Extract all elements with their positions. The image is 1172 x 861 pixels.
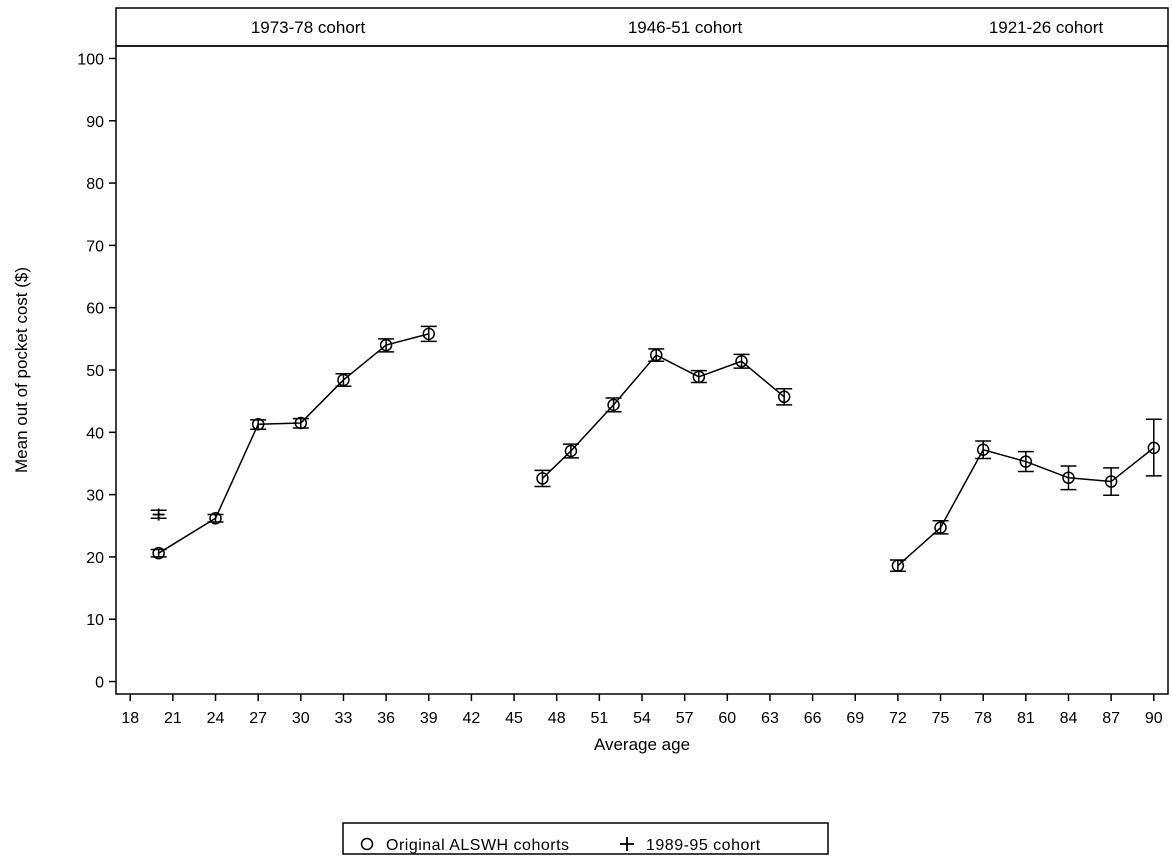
panel-label-2: 1946-51 cohort bbox=[628, 18, 743, 37]
x-tick-label: 72 bbox=[889, 710, 907, 727]
x-tick-label: 78 bbox=[974, 710, 992, 727]
panel-strip bbox=[115, 7, 1169, 47]
data-point-circle bbox=[1104, 475, 1118, 488]
error-bar bbox=[733, 353, 750, 369]
data-point-circle bbox=[777, 390, 791, 404]
legend-label-1989-95: 1989-95 cohort bbox=[646, 837, 761, 854]
data-point-circle bbox=[976, 443, 990, 457]
error-bar bbox=[1017, 450, 1034, 473]
x-axis: 18 21 24 27 30 33 36 39 42 45 48 51 54 57 60 63 66 69 72 75… bbox=[121, 694, 1163, 727]
series-line bbox=[541, 354, 785, 479]
x-tick-label: 57 bbox=[676, 710, 694, 727]
data-point-circle bbox=[1062, 471, 1075, 485]
x-tick-label: 54 bbox=[633, 710, 651, 727]
data-point-circle bbox=[152, 546, 165, 560]
x-tick-label: 27 bbox=[249, 710, 267, 727]
data-point-circle bbox=[294, 416, 308, 430]
x-tick-label: 18 bbox=[121, 710, 139, 727]
x-tick-label: 21 bbox=[164, 710, 182, 727]
error-bar bbox=[605, 397, 622, 413]
y-tick-label: 80 bbox=[86, 176, 104, 193]
series-group bbox=[889, 418, 1162, 573]
series-line bbox=[158, 333, 429, 554]
x-tick-label: 84 bbox=[1060, 710, 1078, 727]
x-tick-label: 42 bbox=[463, 710, 481, 727]
data-point-circle bbox=[891, 559, 905, 572]
x-tick-label: 33 bbox=[335, 710, 353, 727]
data-point-circle bbox=[735, 355, 748, 368]
error-bar bbox=[562, 443, 579, 459]
legend-box bbox=[342, 822, 829, 855]
y-tick-label: 60 bbox=[86, 301, 104, 318]
plot-area bbox=[115, 45, 1169, 695]
data-point-circle bbox=[379, 338, 393, 352]
data-point-circle bbox=[337, 373, 350, 387]
data-point-circle bbox=[607, 398, 620, 412]
x-tick-label: 30 bbox=[292, 710, 310, 727]
legend-circle-marker bbox=[360, 837, 374, 851]
data-point-circle bbox=[934, 521, 947, 534]
legend-label-original: Original ALSWH cohorts bbox=[386, 837, 570, 854]
data-point-circle bbox=[649, 348, 663, 362]
x-tick-label: 51 bbox=[590, 710, 608, 727]
error-bar bbox=[1060, 465, 1077, 491]
y-tick-label: 30 bbox=[86, 488, 104, 505]
y-tick-label: 70 bbox=[86, 238, 104, 255]
panel-label-3: 1921-26 cohort bbox=[989, 18, 1104, 37]
data-point-circle bbox=[209, 512, 222, 525]
y-axis-title: Mean out of pocket cost ($) bbox=[12, 267, 31, 473]
y-tick-label: 40 bbox=[86, 425, 104, 442]
legend-plus-marker bbox=[620, 837, 634, 851]
y-axis: 0 10 20 30 40 50 60 70 80 90 100 bbox=[77, 51, 116, 692]
panel-label-1: 1973-78 cohort bbox=[251, 18, 366, 37]
y-tick-label: 100 bbox=[77, 51, 104, 68]
x-axis-title: Average age bbox=[594, 735, 690, 754]
x-tick-label: 45 bbox=[505, 710, 523, 727]
x-tick-label: 90 bbox=[1145, 710, 1163, 727]
x-tick-label: 81 bbox=[1017, 710, 1035, 727]
series-group bbox=[150, 325, 437, 560]
x-tick-label: 48 bbox=[548, 710, 566, 727]
error-bar bbox=[207, 513, 224, 523]
y-tick-label: 0 bbox=[95, 675, 104, 692]
data-point-circle bbox=[564, 444, 578, 458]
data-point-circle bbox=[536, 472, 549, 485]
data-point-plus bbox=[152, 508, 165, 521]
data-point-circle bbox=[422, 327, 436, 341]
x-tick-label: 36 bbox=[377, 710, 395, 727]
legend: Original ALSWH cohorts 1989-95 cohort bbox=[342, 822, 829, 855]
series-group bbox=[534, 348, 793, 488]
series-group bbox=[150, 508, 167, 521]
y-tick-label: 10 bbox=[86, 612, 104, 629]
x-tick-label: 60 bbox=[718, 710, 736, 727]
x-tick-label: 66 bbox=[804, 710, 822, 727]
x-tick-label: 63 bbox=[761, 710, 779, 727]
data-point-circle bbox=[251, 417, 265, 431]
x-tick-label: 87 bbox=[1102, 710, 1120, 727]
error-bar bbox=[150, 548, 167, 558]
x-tick-label: 24 bbox=[207, 710, 225, 727]
x-tick-label: 39 bbox=[420, 710, 438, 727]
y-tick-label: 50 bbox=[86, 363, 104, 380]
error-bar bbox=[1145, 418, 1162, 477]
x-tick-label: 69 bbox=[846, 710, 864, 727]
x-tick-label: 75 bbox=[932, 710, 950, 727]
y-tick-label: 90 bbox=[86, 114, 104, 131]
data-point-circle bbox=[692, 370, 706, 384]
y-tick-label: 20 bbox=[86, 550, 104, 567]
error-bar bbox=[1103, 467, 1120, 496]
data-point-circle bbox=[1147, 441, 1161, 455]
data-point-circle bbox=[1019, 455, 1033, 468]
series-layer bbox=[150, 325, 1162, 573]
